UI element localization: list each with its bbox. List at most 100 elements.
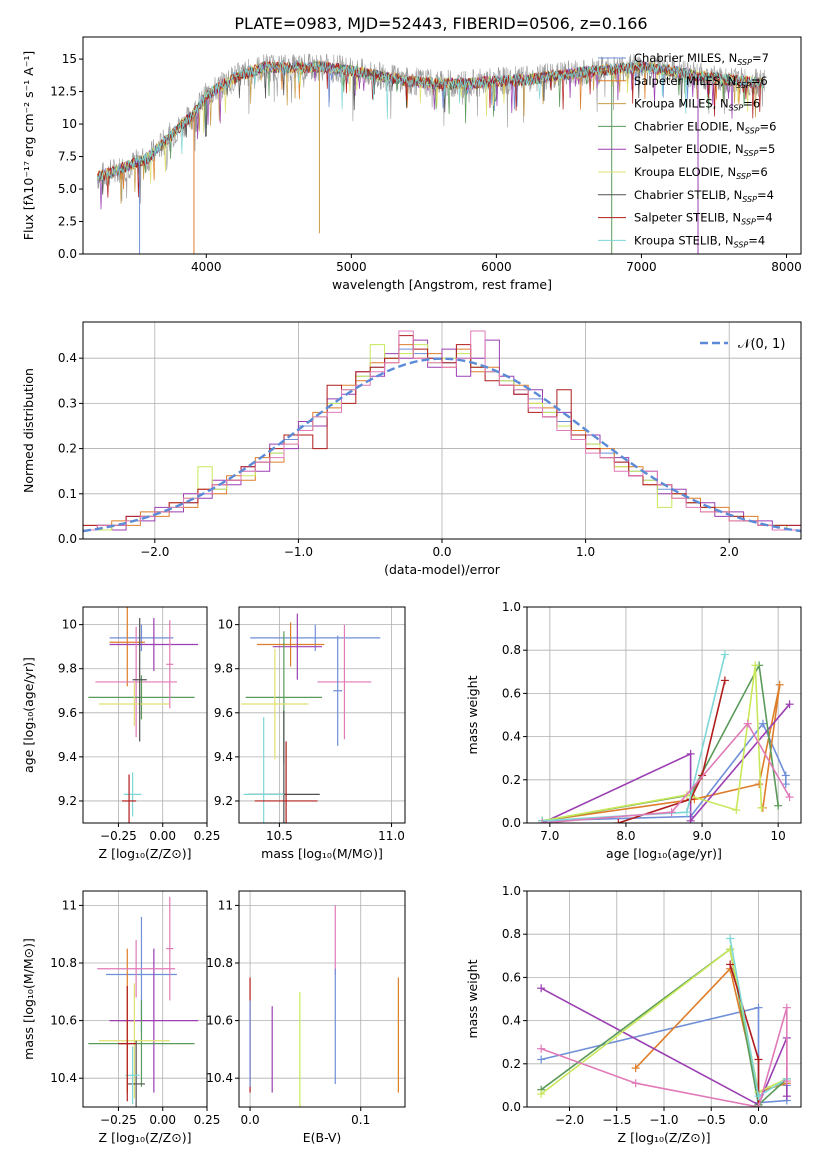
legend-count: =6 bbox=[760, 119, 777, 133]
mass-vs-metallicity-panel: −0.25 0.00 0.25 10.4 10.6 10.8 11 Z [log₁₀(Z/Z⊙… bbox=[21, 890, 220, 1145]
legend-label: Salpeter STELIB, N bbox=[634, 211, 741, 225]
y-tick-label: 0.8 bbox=[502, 927, 521, 941]
x-tick-label: 0.25 bbox=[194, 829, 221, 843]
x-tick-label: 0.0 bbox=[241, 1113, 260, 1127]
y-tick-label: 0.8 bbox=[502, 643, 521, 657]
x-tick-label: 7000 bbox=[626, 260, 657, 274]
mass-weight-vs-metallicity-panel: −2.0 −1.5 −1.0 −0.5 0.0 0.0 0.2 0.4 0.6 0.8 1.0 Z [… bbox=[465, 884, 802, 1145]
x-tick-label: −0.25 bbox=[100, 1113, 137, 1127]
axes-frame bbox=[238, 890, 406, 1108]
y-tick-label: 0.6 bbox=[502, 686, 521, 700]
mass-weight-line bbox=[618, 680, 726, 823]
y-tick-label: 15 bbox=[62, 52, 77, 66]
x-axis-label: Z [log₁₀(Z/Z⊙)] bbox=[99, 846, 192, 861]
y-tick-label: 12.5 bbox=[50, 85, 77, 99]
y-axis-label: Normed distribution bbox=[21, 368, 36, 493]
plot-area bbox=[88, 607, 199, 823]
x-axis-label: age [log₁₀(age/yr)] bbox=[606, 846, 722, 861]
y-tick-label: 10.4 bbox=[50, 1071, 77, 1085]
spectrum-panel: 4000 5000 6000 7000 8000 0.0 2.5 5.0 7.5 10 12.5 15… bbox=[21, 36, 802, 292]
x-axis-label: wavelength [Angstrom, rest frame] bbox=[332, 277, 552, 292]
axes-frame bbox=[82, 36, 802, 255]
histogram-step bbox=[83, 330, 801, 539]
y-tick-label: 11 bbox=[62, 898, 77, 912]
y-tick-label: 9.8 bbox=[214, 662, 233, 676]
age-vs-mass-panel: 10.5 11.0 9.2 9.4 9.6 9.8 10 mass [log₁₀(M/M⊙)] bbox=[214, 606, 406, 861]
x-tick-label: −2.0 bbox=[555, 1113, 584, 1127]
legend-subscript: SSP bbox=[742, 195, 757, 204]
legend-label: Chabrier MILES, N bbox=[634, 51, 737, 65]
legend-entry: Kroupa MILES, NSSP=6 bbox=[634, 97, 760, 113]
y-tick-label: 9.6 bbox=[58, 706, 77, 720]
legend-entry: Chabrier STELIB, NSSP=4 bbox=[634, 188, 774, 204]
y-tick-label: 1.0 bbox=[502, 600, 521, 614]
legend-entry: Salpeter ELODIE, NSSP=5 bbox=[634, 142, 775, 158]
legend-subscript: SSP bbox=[741, 218, 756, 227]
age-vs-metallicity-panel: −0.25 0.00 0.25 9.2 9.4 9.6 9.8 10 Z [log₁₀(Z/Z⊙… bbox=[21, 606, 221, 861]
x-tick-label: −2.0 bbox=[140, 545, 169, 559]
plot-area bbox=[88, 896, 199, 1107]
mass-weight-line bbox=[540, 1007, 788, 1107]
x-tick-label: 0.0 bbox=[749, 1113, 768, 1127]
y-axis-label: mass weight bbox=[465, 675, 480, 754]
x-tick-label: 0.00 bbox=[149, 829, 176, 843]
legend-subscript: SSP bbox=[734, 240, 749, 249]
y-tick-label: 10 bbox=[218, 618, 233, 632]
y-tick-label: 9.8 bbox=[58, 662, 77, 676]
legend-subscript: SSP bbox=[729, 104, 744, 113]
x-tick-label: 9.0 bbox=[693, 829, 712, 843]
legend-label: Kroupa STELIB, N bbox=[634, 233, 734, 247]
legend-label: Kroupa MILES, N bbox=[634, 97, 729, 111]
y-tick-label: 5.0 bbox=[58, 182, 77, 196]
legend-count: =7 bbox=[752, 51, 769, 65]
y-tick-label: 10.8 bbox=[50, 956, 77, 970]
model-spectrum-line bbox=[97, 61, 765, 183]
y-tick-label: 10.4 bbox=[206, 1071, 233, 1085]
x-tick-label: 10.5 bbox=[266, 829, 293, 843]
legend-subscript: SSP bbox=[745, 126, 760, 135]
legend-label: Salpeter MILES, N bbox=[634, 74, 736, 88]
legend-entry: Salpeter STELIB, NSSP=4 bbox=[634, 211, 773, 227]
y-axis-label: mass [log₁₀(M/M⊙)] bbox=[21, 938, 36, 1060]
x-tick-label: 6000 bbox=[481, 260, 512, 274]
y-tick-label: 0.2 bbox=[502, 1057, 521, 1071]
x-tick-label: 10 bbox=[771, 829, 786, 843]
x-tick-label: −1.0 bbox=[649, 1113, 678, 1127]
y-tick-label: 0.2 bbox=[502, 773, 521, 787]
y-tick-label: 9.4 bbox=[214, 750, 233, 764]
y-tick-label: 0.1 bbox=[58, 487, 77, 501]
mass-vs-extinction-panel: 0.0 0.1 10.4 10.6 10.8 11 E(B-V) bbox=[206, 890, 406, 1145]
x-tick-label: −1.5 bbox=[602, 1113, 631, 1127]
y-tick-label: 0.6 bbox=[502, 970, 521, 984]
x-tick-label: −1.0 bbox=[284, 545, 313, 559]
gaussian-curve bbox=[83, 357, 801, 533]
y-axis-label: age [log₁₀(age/yr)] bbox=[21, 657, 36, 773]
y-tick-label: 0.0 bbox=[58, 247, 77, 261]
y-axis-label: Flux [fλ10⁻¹⁷ erg cm⁻² s⁻¹ A⁻¹] bbox=[21, 51, 36, 240]
residual-histogram-panel: −2.0 −1.0 0.0 1.0 2.0 0.0 0.1 0.2 0.3 0.4 (data-mo… bbox=[21, 321, 802, 577]
legend-count: =5 bbox=[758, 142, 775, 156]
legend-entry: Chabrier ELODIE, NSSP=6 bbox=[634, 119, 776, 135]
mass-weight-line bbox=[540, 947, 788, 1107]
axes-frame bbox=[238, 606, 406, 824]
y-tick-label: 2.5 bbox=[58, 215, 77, 229]
x-tick-label: −0.5 bbox=[697, 1113, 726, 1127]
legend-count: =6 bbox=[743, 97, 760, 111]
mass-weight-line bbox=[542, 722, 791, 823]
y-tick-label: 0.2 bbox=[58, 442, 77, 456]
x-tick-label: 8.0 bbox=[616, 829, 635, 843]
legend-subscript: SSP bbox=[736, 81, 751, 90]
legend-count: =6 bbox=[751, 165, 768, 179]
y-tick-label: 0.4 bbox=[58, 351, 77, 365]
y-tick-label: 9.4 bbox=[58, 750, 77, 764]
legend-subscript: SSP bbox=[736, 172, 751, 181]
y-tick-label: 0.4 bbox=[502, 730, 521, 744]
x-axis-label: Z [log₁₀(Z/Z⊙)] bbox=[99, 1130, 192, 1145]
y-tick-label: 7.5 bbox=[58, 150, 77, 164]
y-tick-label: 10.8 bbox=[206, 956, 233, 970]
legend-label: Salpeter ELODIE, N bbox=[634, 142, 744, 156]
plot-area bbox=[249, 905, 399, 1107]
plot-area bbox=[538, 650, 794, 823]
x-tick-label: 2.0 bbox=[720, 545, 739, 559]
x-axis-label: mass [log₁₀(M/M⊙)] bbox=[261, 846, 383, 861]
